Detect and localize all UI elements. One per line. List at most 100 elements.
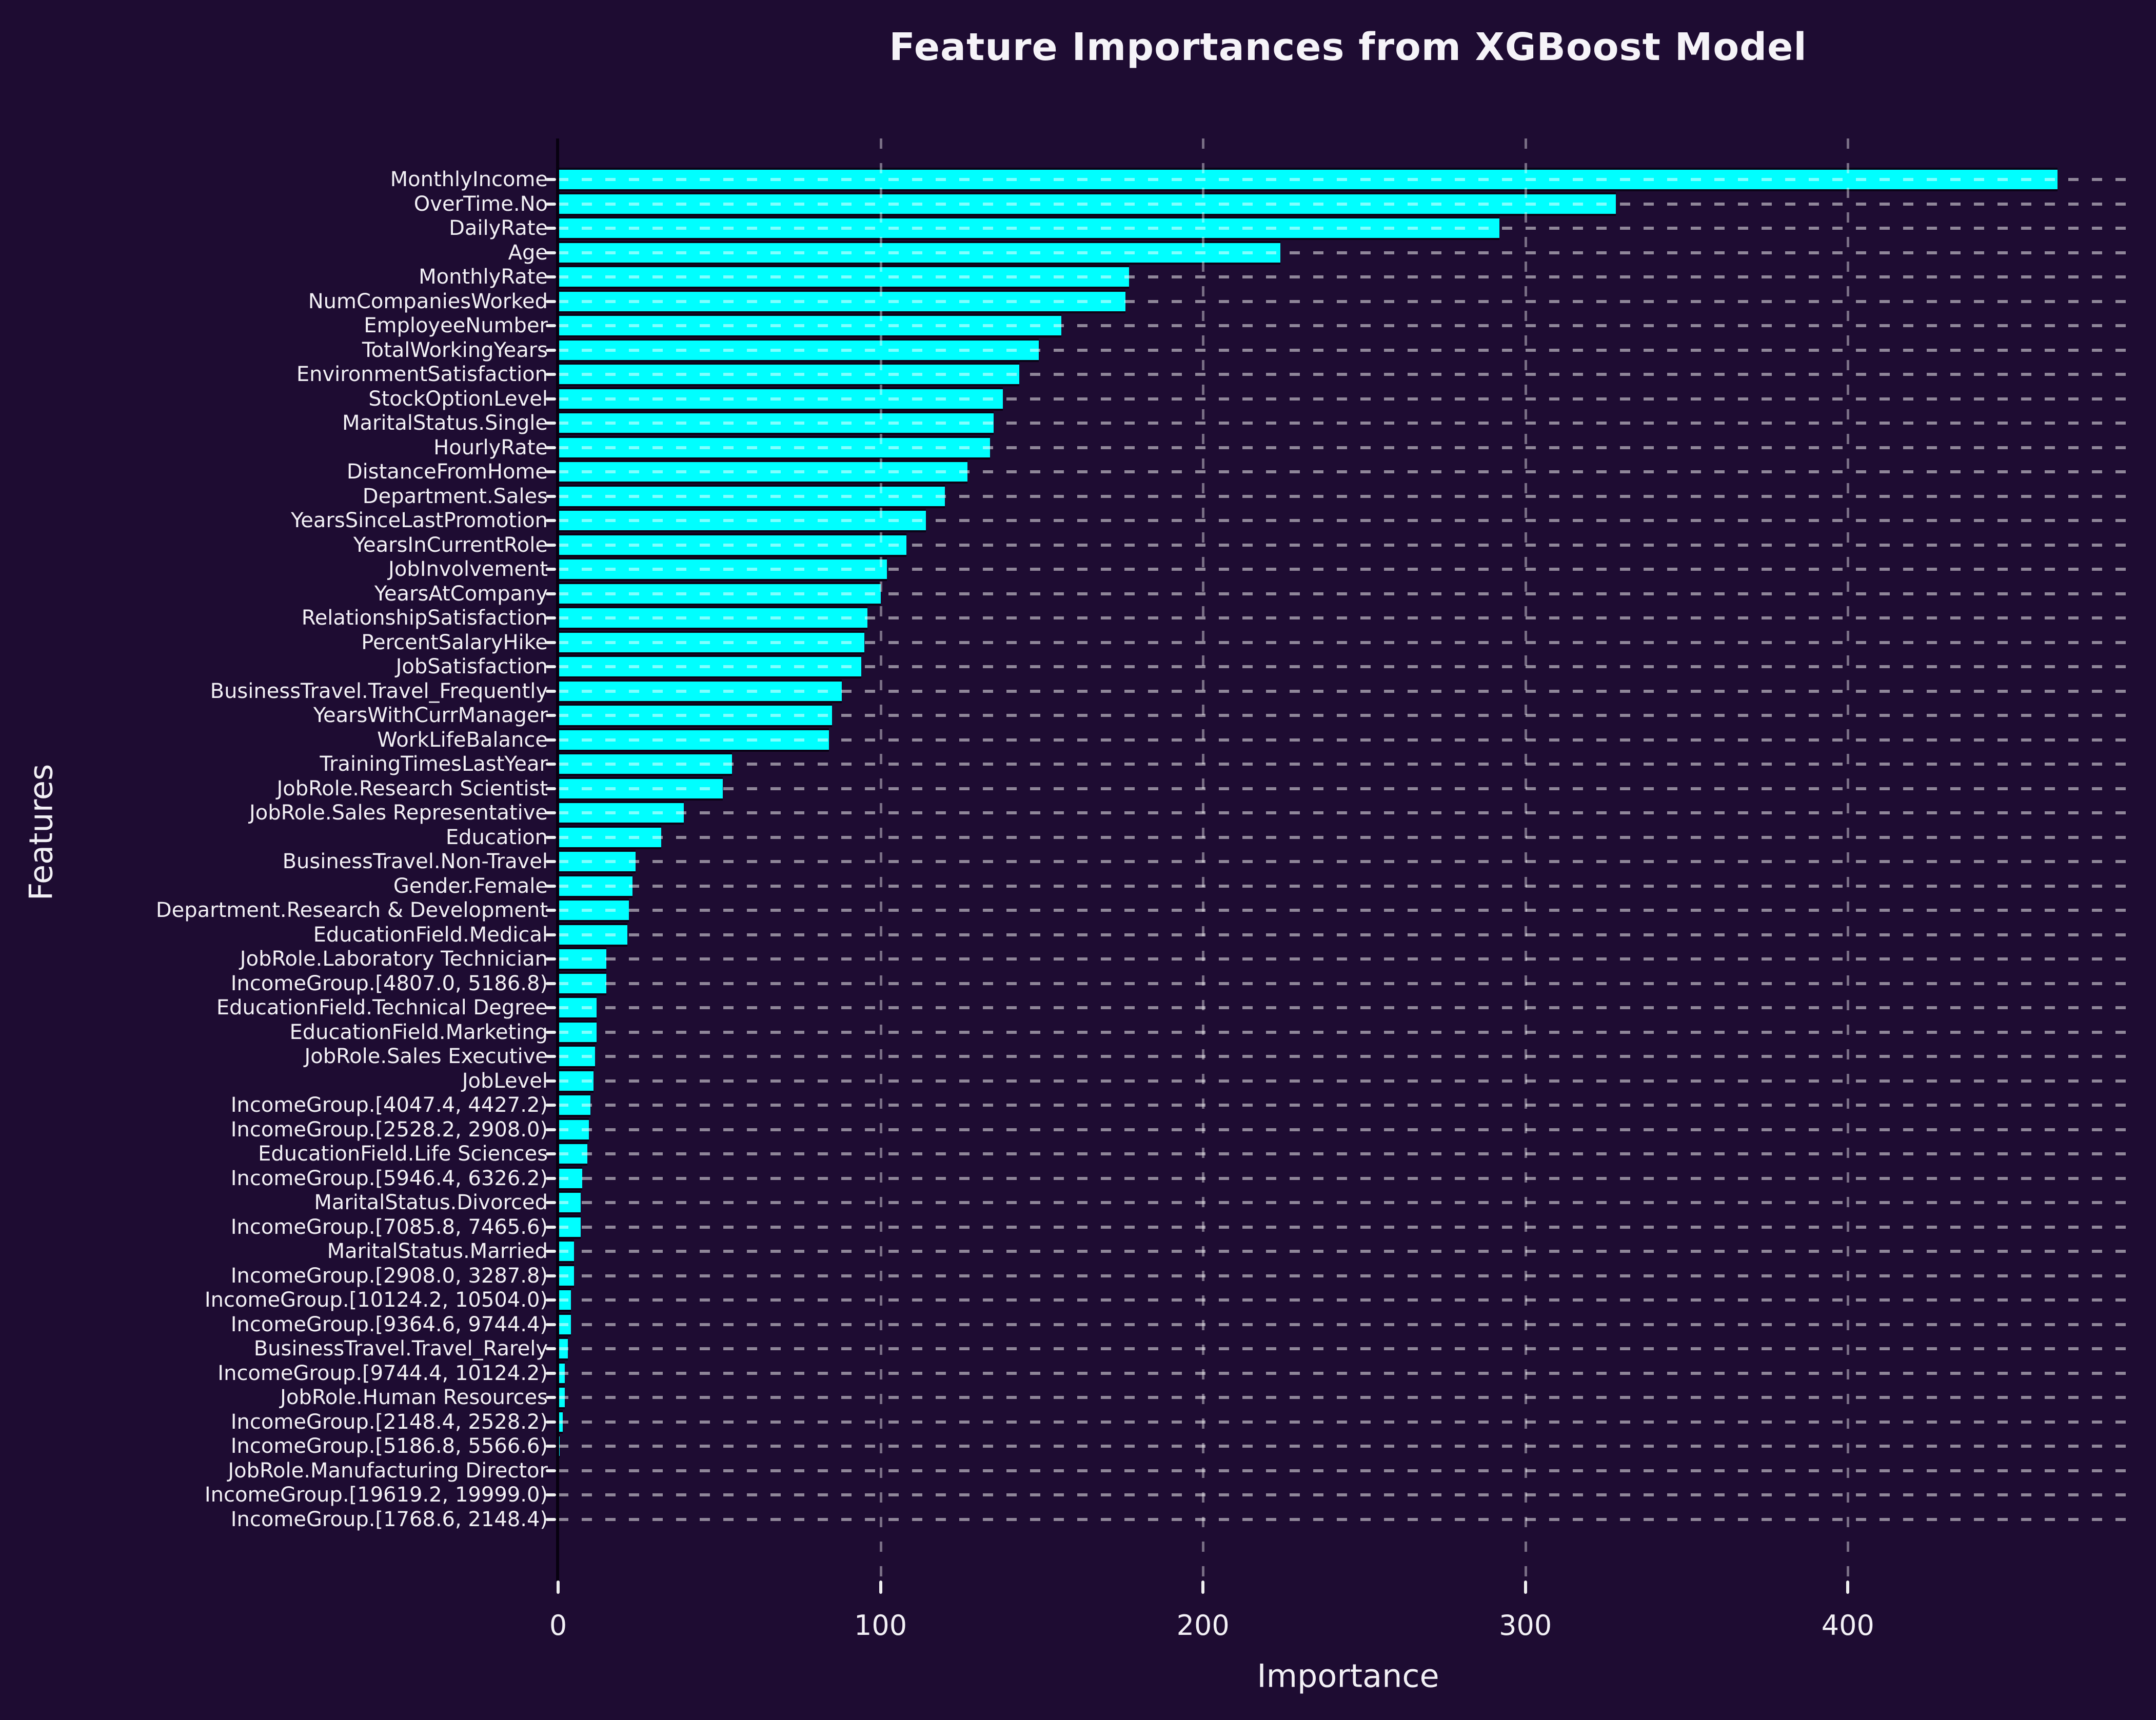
y-tick — [546, 1030, 556, 1034]
h-gridline — [558, 543, 2138, 547]
x-tick-label: 100 — [854, 1609, 907, 1642]
h-gridline — [558, 957, 2138, 961]
y-tick — [546, 884, 556, 888]
y-tick — [546, 1128, 556, 1131]
y-tick-label: MaritalStatus.Married — [327, 1239, 548, 1263]
y-tick — [546, 348, 556, 352]
y-tick-label: JobLevel — [462, 1069, 548, 1093]
y-tick — [546, 982, 556, 985]
plot-area: MonthlyIncome OverTime.No DailyRate Age Mont… — [156, 138, 2138, 1642]
y-tick — [546, 202, 556, 206]
h-gridline — [558, 373, 2138, 376]
y-tick — [546, 811, 556, 814]
y-tick — [546, 1055, 556, 1058]
x-tick-label: 300 — [1499, 1609, 1552, 1642]
h-gridline — [558, 763, 2138, 766]
y-tick — [546, 1006, 556, 1009]
y-tick-label: IncomeGroup.[4047.4, 4427.2) — [230, 1093, 548, 1117]
y-tick-label: PercentSalaryHike — [361, 630, 548, 654]
y-tick — [546, 1274, 556, 1277]
y-tick-label: WorkLifeBalance — [377, 728, 548, 752]
y-tick-label: MonthlyRate — [419, 265, 548, 289]
h-gridline — [558, 1055, 2138, 1058]
h-gridline — [558, 1152, 2138, 1155]
y-tick — [546, 616, 556, 619]
y-tick-label: TrainingTimesLastYear — [320, 752, 548, 776]
y-tick-label: DailyRate — [449, 216, 548, 240]
x-tick-label: 400 — [1821, 1609, 1874, 1642]
y-tick-label: MaritalStatus.Divorced — [314, 1191, 548, 1214]
h-gridline — [558, 397, 2138, 401]
h-gridline — [558, 1323, 2138, 1326]
y-tick — [546, 1445, 556, 1448]
y-tick-label: StockOptionLevel — [368, 387, 548, 411]
v-gridline — [1202, 138, 1205, 1581]
y-tick — [546, 763, 556, 766]
y-tick — [546, 641, 556, 644]
y-tick — [546, 1104, 556, 1107]
h-gridline — [558, 1250, 2138, 1253]
y-tick-label: IncomeGroup.[7085.8, 7465.6) — [230, 1215, 548, 1239]
x-tick — [879, 1581, 882, 1594]
h-gridline — [558, 251, 2138, 254]
x-tick-label: 200 — [1176, 1609, 1230, 1642]
y-tick — [546, 494, 556, 498]
y-tick — [546, 1323, 556, 1326]
y-tick-label: IncomeGroup.[2528.2, 2908.0) — [230, 1117, 548, 1142]
y-tick-label: YearsSinceLastPromotion — [291, 509, 548, 532]
h-gridline — [558, 1298, 2138, 1302]
h-gridline — [558, 982, 2138, 985]
y-tick-label: JobRole.Human Resources — [280, 1386, 548, 1409]
y-tick — [546, 689, 556, 693]
y-tick — [546, 275, 556, 278]
y-tick-label: IncomeGroup.[5946.4, 6326.2) — [230, 1166, 548, 1190]
h-gridline — [558, 592, 2138, 595]
y-tick — [546, 251, 556, 254]
y-tick-label: IncomeGroup.[9364.6, 9744.4) — [230, 1312, 548, 1336]
y-tick — [546, 397, 556, 401]
y-tick-label: IncomeGroup.[5186.8, 5566.6) — [230, 1434, 548, 1458]
h-gridline — [558, 884, 2138, 888]
h-gridline — [558, 422, 2138, 425]
chart-title: Feature Importances from XGBoost Model — [889, 25, 1807, 69]
y-tick-label: JobRole.Manufacturing Director — [228, 1458, 548, 1483]
y-tick-label: BusinessTravel.Travel_Rarely — [253, 1337, 548, 1361]
x-tick — [1201, 1581, 1205, 1594]
h-gridline — [558, 665, 2138, 668]
h-gridline — [558, 178, 2138, 181]
y-tick — [546, 1250, 556, 1253]
y-tick — [546, 738, 556, 742]
y-tick — [546, 957, 556, 961]
y-tick — [546, 1396, 556, 1399]
h-gridline — [558, 1445, 2138, 1448]
h-gridline — [558, 616, 2138, 619]
h-gridline — [558, 1006, 2138, 1009]
h-gridline — [558, 811, 2138, 814]
y-tick-label: MonthlyIncome — [390, 168, 548, 191]
h-gridline — [558, 1420, 2138, 1424]
h-gridline — [558, 860, 2138, 863]
y-tick-label: YearsAtCompany — [374, 582, 548, 606]
x-tick — [557, 1581, 560, 1594]
h-gridline — [558, 202, 2138, 206]
y-tick — [546, 543, 556, 547]
y-tick-label: IncomeGroup.[4807.0, 5186.8) — [230, 971, 548, 995]
y-tick — [546, 1517, 556, 1521]
y-tick-label: JobRole.Research Scientist — [276, 776, 548, 801]
y-tick-label: IncomeGroup.[2148.4, 2528.2) — [230, 1410, 548, 1434]
v-gridline — [879, 138, 882, 1581]
y-tick — [546, 835, 556, 839]
h-gridline — [558, 933, 2138, 936]
h-gridline — [558, 227, 2138, 230]
y-tick — [546, 1225, 556, 1229]
y-tick-label: EducationField.Medical — [313, 923, 548, 947]
y-tick — [546, 933, 556, 936]
y-tick — [546, 1420, 556, 1424]
y-tick-label: IncomeGroup.[19619.2, 19999.0) — [204, 1483, 548, 1507]
v-gridline — [1847, 138, 1850, 1581]
y-tick — [546, 592, 556, 595]
y-tick — [546, 1152, 556, 1155]
y-tick-label: YearsInCurrentRole — [353, 533, 548, 557]
y-tick-label: BusinessTravel.Non-Travel — [282, 850, 548, 873]
y-tick-label: IncomeGroup.[2908.0, 3287.8) — [230, 1264, 548, 1288]
